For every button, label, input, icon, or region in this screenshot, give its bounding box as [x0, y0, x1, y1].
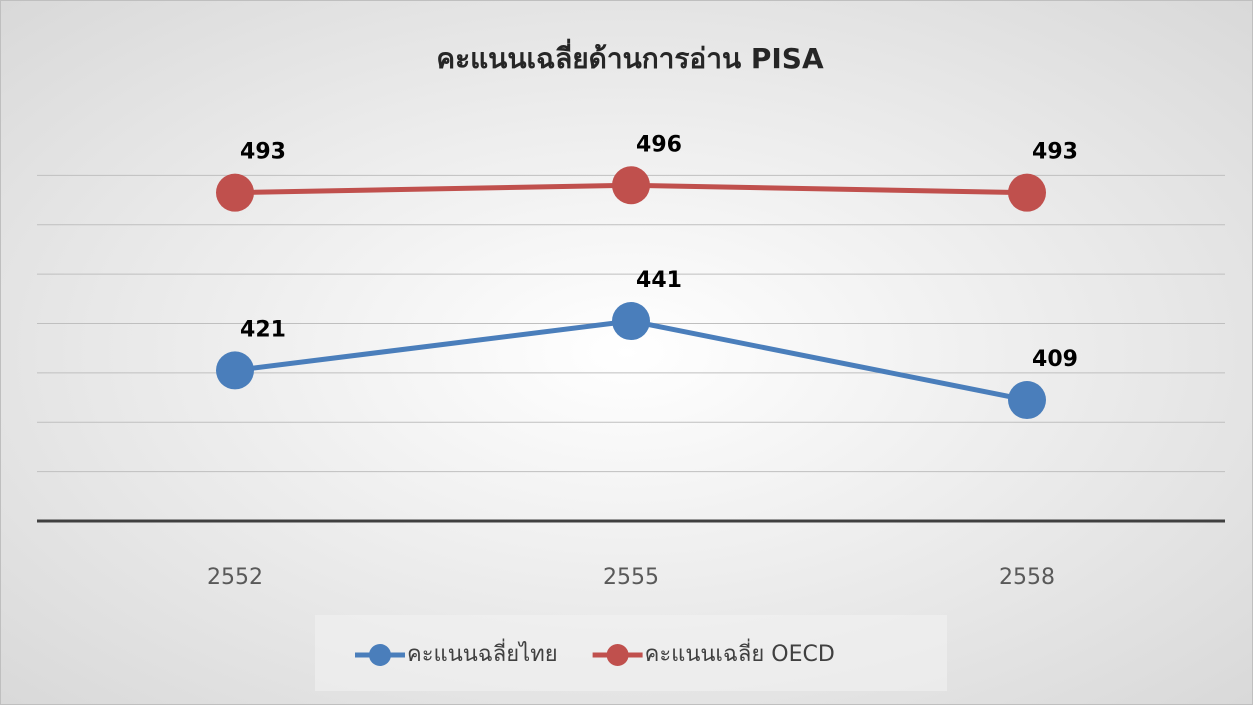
data-point: [216, 351, 254, 390]
data-point: [612, 166, 650, 205]
data-point: [1008, 173, 1046, 212]
data-label: 441: [636, 268, 682, 293]
data-point: [216, 173, 254, 212]
data-label: 493: [1032, 140, 1078, 165]
legend-marker: [369, 644, 391, 666]
data-point: [1008, 381, 1046, 420]
chart-title: คะแนนเฉลี่ยด้านการอ่าน PISA: [436, 38, 824, 75]
x-tick-label: 2558: [999, 565, 1055, 590]
data-label: 421: [240, 317, 286, 342]
legend-marker: [606, 644, 629, 666]
legend-label: คะแนนฉลี่ยไทย: [407, 638, 558, 667]
data-point: [612, 302, 650, 341]
data-label: 493: [240, 140, 286, 165]
legend-label: คะแนนเฉลี่ย OECD: [645, 638, 835, 667]
x-tick-label: 2552: [207, 565, 263, 590]
data-label: 496: [636, 132, 682, 157]
x-tick-label: 2555: [603, 565, 659, 590]
data-label: 409: [1032, 347, 1078, 372]
